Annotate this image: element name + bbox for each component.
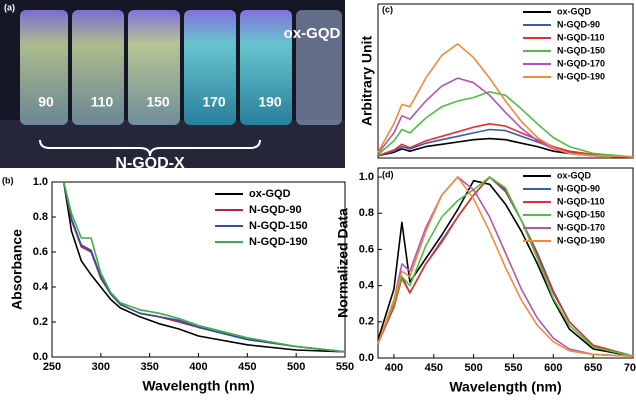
panel-label: (d) [382, 169, 394, 179]
series-line [377, 176, 634, 357]
y-tick-label: 0.8 [33, 211, 48, 223]
legend-label: N-GQD-90 [557, 19, 600, 29]
panel-label: (a) [4, 2, 15, 12]
legend-label: ox-GQD [249, 188, 291, 200]
legend-label: N-GQD-190 [557, 235, 605, 245]
legend-label: N-GQD-190 [249, 236, 308, 248]
y-tick-label: 0.4 [33, 281, 49, 293]
y-tick-label: 0.2 [359, 316, 374, 328]
legend-label: N-GQD-110 [557, 196, 605, 206]
bracket [39, 139, 261, 157]
y-tick-label: 0.0 [359, 352, 374, 364]
x-tick-label: 600 [544, 362, 562, 374]
x-tick-label: 350 [140, 361, 158, 373]
vial [72, 10, 124, 125]
x-tick-label: 500 [287, 361, 305, 373]
vial-label: 90 [38, 94, 54, 110]
panel-label: (b) [2, 175, 14, 185]
x-tick-label: 250 [43, 361, 61, 373]
vial-label: 150 [146, 94, 170, 110]
legend-label: ox-GQD [557, 170, 592, 180]
y-tick-label: 0.8 [359, 207, 374, 219]
legend-label: N-GQD-110 [557, 32, 605, 42]
legend-label: N-GQD-150 [557, 209, 605, 219]
sample-label: ox-GQD [284, 25, 341, 42]
series-line [377, 176, 634, 357]
series-line [377, 176, 634, 357]
group-label: N-GQD-X [115, 155, 185, 172]
y-axis-label: Absorbance [9, 229, 25, 310]
legend-label: N-GQD-90 [249, 204, 302, 216]
x-tick-label: 450 [425, 362, 443, 374]
y-tick-label: 0.2 [33, 316, 48, 328]
legend-label: N-GQD-190 [557, 71, 605, 81]
vial [296, 10, 342, 125]
vial [184, 10, 236, 125]
x-tick-label: 650 [584, 362, 602, 374]
legend-label: N-GQD-150 [249, 220, 308, 232]
vial-labels: 90 110 150 170 190 [38, 94, 282, 110]
legend-label: ox-GQD [557, 6, 592, 16]
vial-label: 110 [91, 94, 114, 110]
vial-label: 190 [258, 94, 282, 110]
photo-panel: (a) ox-GQD N-GQD-X 90 110 150 170 190 [0, 0, 345, 172]
series-line [377, 137, 634, 158]
series-line [62, 181, 346, 353]
x-tick-label: 700 [624, 362, 636, 374]
y-tick-label: 0.6 [33, 246, 48, 258]
vial [128, 10, 180, 125]
plot-frame [377, 3, 634, 159]
y-tick-label: 0.0 [33, 351, 48, 363]
panel-label: (c) [382, 4, 393, 14]
series-line [377, 91, 634, 158]
x-tick-label: 550 [504, 362, 522, 374]
x-axis-label: Wavelength (nm) [449, 379, 561, 395]
series-line [377, 176, 634, 357]
x-tick-label: 450 [238, 361, 256, 373]
photo-table [0, 120, 345, 168]
legend-label: N-GQD-170 [557, 58, 605, 68]
y-tick-label: 0.6 [359, 243, 374, 255]
vial [20, 10, 68, 125]
y-tick-label: 0.4 [359, 280, 375, 292]
legend-label: N-GQD-90 [557, 183, 600, 193]
series-line [62, 181, 346, 353]
x-tick-label: 400 [385, 362, 403, 374]
x-tick-label: 400 [189, 361, 207, 373]
x-tick-label: 550 [336, 361, 354, 373]
y-axis-label: Normalized Data [335, 208, 351, 318]
legend-label: N-GQD-170 [557, 222, 605, 232]
plot-frame [377, 167, 634, 359]
y-axis-label: Arbitrary Unit [359, 36, 375, 127]
series-line [377, 43, 634, 158]
y-tick-label: 1.0 [359, 171, 374, 183]
series-line [62, 181, 346, 353]
x-tick-label: 500 [464, 362, 482, 374]
x-axis-label: Wavelength (nm) [142, 378, 254, 394]
x-tick-label: 300 [92, 361, 110, 373]
vial [240, 10, 292, 125]
series-line [377, 123, 634, 158]
y-tick-label: 1.0 [33, 176, 48, 188]
vial-label: 170 [202, 94, 226, 110]
legend-label: N-GQD-150 [557, 45, 605, 55]
